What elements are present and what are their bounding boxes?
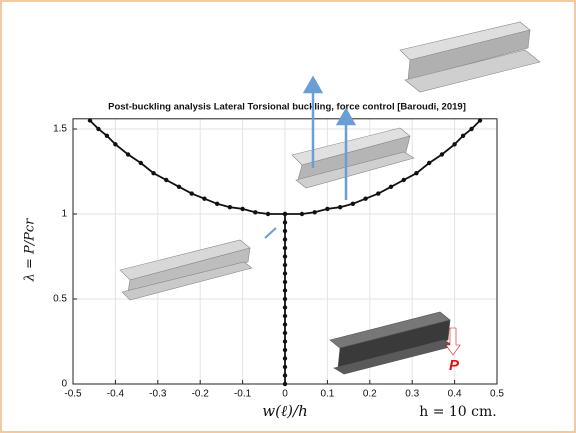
data-point (350, 201, 356, 206)
y-tick-label: 0 (61, 379, 67, 390)
data-point (469, 126, 474, 132)
beam-inset (329, 311, 461, 375)
data-point (282, 220, 288, 225)
x-tick-label: -0.2 (192, 389, 210, 400)
data-point (282, 373, 288, 378)
data-point (282, 288, 288, 293)
data-point (151, 171, 156, 176)
x-axis-label: w(ℓ)/h (262, 402, 308, 420)
data-point (426, 160, 432, 166)
data-point (282, 364, 288, 370)
data-point (312, 210, 317, 215)
data-point (87, 118, 93, 123)
x-tick-label: 0.1 (320, 389, 334, 400)
data-point (363, 196, 368, 201)
data-point (325, 206, 330, 212)
data-point (164, 177, 169, 183)
beam-inset (399, 21, 541, 93)
data-point (282, 254, 288, 259)
data-point (202, 196, 207, 201)
data-point (265, 211, 271, 217)
data-point (376, 191, 381, 196)
data-point (282, 279, 288, 285)
x-tick-label: 0.2 (363, 389, 377, 400)
data-point (104, 133, 110, 138)
x-tick-label: 0.5 (490, 389, 504, 400)
data-point (282, 313, 288, 319)
x-tick-label: -0.5 (64, 389, 82, 400)
x-tick-label: 0.3 (405, 389, 419, 400)
data-point (439, 152, 445, 157)
y-tick-label: 1.5 (53, 124, 67, 135)
data-point (282, 245, 288, 251)
data-point (388, 184, 394, 189)
data-point (282, 305, 288, 310)
x-tick-label: 0.4 (448, 389, 462, 400)
data-point (401, 177, 406, 183)
data-point (176, 184, 182, 189)
data-point (282, 237, 288, 242)
data-point (282, 339, 288, 344)
data-point (138, 160, 144, 166)
y-tick-label: 1 (61, 209, 67, 220)
data-point (282, 347, 288, 353)
data-point (189, 191, 194, 196)
x-tick-label: -0.3 (149, 389, 167, 400)
x-tick-label: 0 (282, 389, 288, 400)
data-point (214, 201, 220, 206)
data-point (452, 142, 457, 147)
arrow (264, 75, 357, 239)
data-point (113, 142, 118, 147)
data-point (282, 322, 288, 327)
x-tick-label: -0.1 (234, 389, 252, 400)
data-point (282, 228, 288, 234)
data-point (125, 152, 131, 157)
x-tick-label: -0.4 (107, 389, 125, 400)
y-axis-label: λ = P/Pcr (23, 218, 38, 283)
data-point (299, 211, 305, 217)
load-label: P (449, 357, 460, 374)
data-point (282, 330, 288, 336)
y-tick-label: 0.5 (53, 294, 67, 305)
data-point (460, 133, 466, 138)
plot-area: -0.5 -0.4 -0.3 -0.2 -0.1 0 0.1 0.2 0.3 0.4 0.5 0 0.5… (53, 118, 504, 400)
data-point (282, 262, 288, 268)
beam-inset (291, 127, 415, 189)
data-point (282, 356, 288, 361)
data-point (227, 205, 233, 210)
data-point (282, 381, 288, 387)
data-point (282, 211, 288, 217)
data-point (477, 118, 483, 123)
data-point (337, 205, 343, 210)
data-point (414, 171, 419, 176)
annotation: h = 10 cm. (419, 404, 496, 420)
data-point (96, 126, 101, 132)
chart-title: Post-buckling analysis Lateral Torsional… (108, 102, 466, 113)
data-point (240, 206, 245, 212)
data-point (282, 271, 288, 276)
data-point (282, 296, 288, 302)
data-point (253, 210, 258, 215)
beam-inset (119, 239, 253, 301)
